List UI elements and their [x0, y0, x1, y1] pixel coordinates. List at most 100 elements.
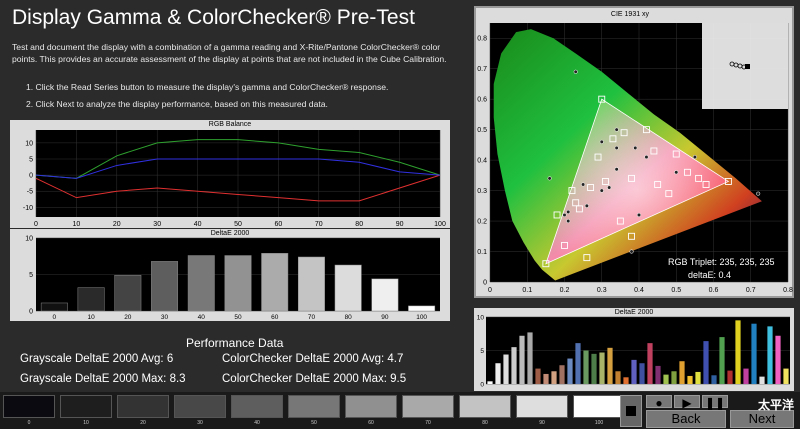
colorchecker-deltae-bar [495, 363, 501, 384]
rgb-series-line-1 [35, 139, 441, 179]
y-tick-label: 0.5 [477, 127, 487, 134]
x-tick-label: 70 [315, 221, 323, 228]
rgb-series-line-0 [35, 174, 441, 202]
x-tick-label: 20 [113, 221, 121, 228]
colorchecker-deltae-bar [711, 375, 717, 384]
measured-point [692, 155, 697, 160]
record-button[interactable]: ● [646, 395, 672, 410]
rgb-balance-title: RGB Balance [208, 121, 252, 128]
target-marker [594, 153, 602, 161]
colorchecker-deltae-bar [743, 368, 749, 384]
target-marker [575, 205, 583, 213]
measured-point [614, 145, 619, 150]
back-label: Back [671, 411, 701, 426]
colorchecker-deltae-bar [583, 350, 589, 384]
colorchecker-deltae-bar [575, 343, 581, 384]
swatch-label: 0 [27, 420, 31, 426]
gray-swatch-90[interactable] [516, 395, 568, 418]
target-marker [553, 211, 561, 219]
gray-swatch-30[interactable] [174, 395, 226, 418]
target-marker [702, 181, 710, 188]
x-tick-label: 0.7 [746, 287, 756, 294]
swatch-label: 20 [140, 420, 146, 426]
measured-point [581, 182, 586, 187]
colorchecker-deltae-bar [551, 371, 557, 384]
gray-swatch-50[interactable] [288, 395, 340, 418]
gray-deltae-bar [297, 256, 325, 312]
colorchecker-deltae-bar [535, 368, 541, 384]
target-marker [620, 129, 628, 137]
gray-swatch-20[interactable] [117, 395, 169, 418]
inset-points [729, 61, 750, 70]
gray-swatch-0[interactable] [3, 395, 55, 418]
gray-swatch-80[interactable] [459, 395, 511, 418]
gray-deltae-bar [77, 287, 105, 312]
measured-point [636, 212, 642, 218]
gray-deltae-bar [224, 255, 252, 312]
y-tick-label: 0 [483, 280, 487, 287]
measured-point [599, 139, 604, 144]
colorchecker-deltae-bar [631, 359, 637, 384]
swatch-label: 50 [311, 420, 317, 426]
swatch-label: 70 [425, 420, 431, 426]
colorchecker-deltae-bar [687, 375, 693, 384]
x-tick-label: 90 [381, 314, 389, 321]
gray-deltae-bar [114, 274, 142, 312]
y-tick-label: 10 [477, 315, 485, 322]
performance-title: Performance Data [186, 336, 284, 350]
colorchecker-deltae-bar [767, 326, 773, 384]
stop-button[interactable] [620, 395, 642, 427]
y-tick-label: 0.4 [477, 158, 487, 165]
measured-point [584, 203, 589, 208]
play-icon: ▶ [682, 396, 692, 410]
colorchecker-deltae-bar [615, 371, 621, 384]
gray-swatch-100[interactable] [573, 395, 625, 418]
colorchecker-deltae-bar [503, 354, 509, 384]
swatch-label: 40 [254, 420, 260, 426]
watermark-logo: 太平洋 [757, 398, 794, 412]
colorchecker-deltae-bar [487, 381, 493, 384]
play-button[interactable]: ▶ [674, 395, 700, 410]
measured-point [566, 219, 571, 224]
colorchecker-deltae-bar [783, 368, 789, 384]
next-label: Next [748, 411, 776, 426]
colorchecker-deltae-bar [719, 337, 725, 384]
colorchecker-deltae-bar [639, 363, 645, 384]
x-tick-label: 0 [34, 221, 38, 228]
target-marker [542, 260, 550, 268]
x-tick-label: 10 [73, 221, 81, 228]
measured-point [629, 249, 634, 254]
gray-swatch-60[interactable] [345, 395, 397, 418]
colorchecker-max: ColorChecker DeltaE 2000 Max: 9.5 [222, 373, 407, 385]
colorchecker-deltae-bar [663, 374, 669, 384]
next-button[interactable]: Next [730, 410, 794, 428]
target-marker [665, 190, 673, 198]
gray-swatch-70[interactable] [402, 395, 454, 418]
x-tick-label: 40 [194, 221, 202, 228]
colorchecker-deltae-bar [647, 343, 653, 384]
target-marker [642, 126, 650, 134]
back-button[interactable]: Back [646, 410, 726, 428]
colorchecker-deltae-bar [599, 352, 605, 384]
colorchecker-deltae-bar [559, 365, 565, 384]
swatch-label: 10 [83, 420, 89, 426]
y-tick-label: 0 [29, 309, 33, 316]
colorchecker-deltae-bar [623, 377, 629, 384]
colorchecker-deltae-bar [543, 373, 549, 384]
record-icon: ● [655, 396, 663, 410]
x-tick-label: 0 [53, 314, 57, 321]
pause-button[interactable]: ❚❚ [702, 395, 728, 410]
rgb-triplet-readout: RGB Triplet: 235, 235, 235 [668, 257, 775, 267]
x-tick-label: 30 [153, 221, 161, 228]
gray-swatch-10[interactable] [60, 395, 112, 418]
y-tick-label: 0.1 [477, 249, 487, 256]
gray-swatch-40[interactable] [231, 395, 283, 418]
y-tick-label: 10 [25, 236, 33, 243]
x-tick-label: 10 [87, 314, 95, 321]
swatch-label: 60 [368, 420, 374, 426]
measured-point [562, 212, 567, 218]
target-marker [598, 95, 606, 103]
x-tick-label: 80 [355, 221, 363, 228]
rgb-series-line-2 [35, 158, 441, 179]
x-tick-label: 100 [434, 221, 446, 228]
